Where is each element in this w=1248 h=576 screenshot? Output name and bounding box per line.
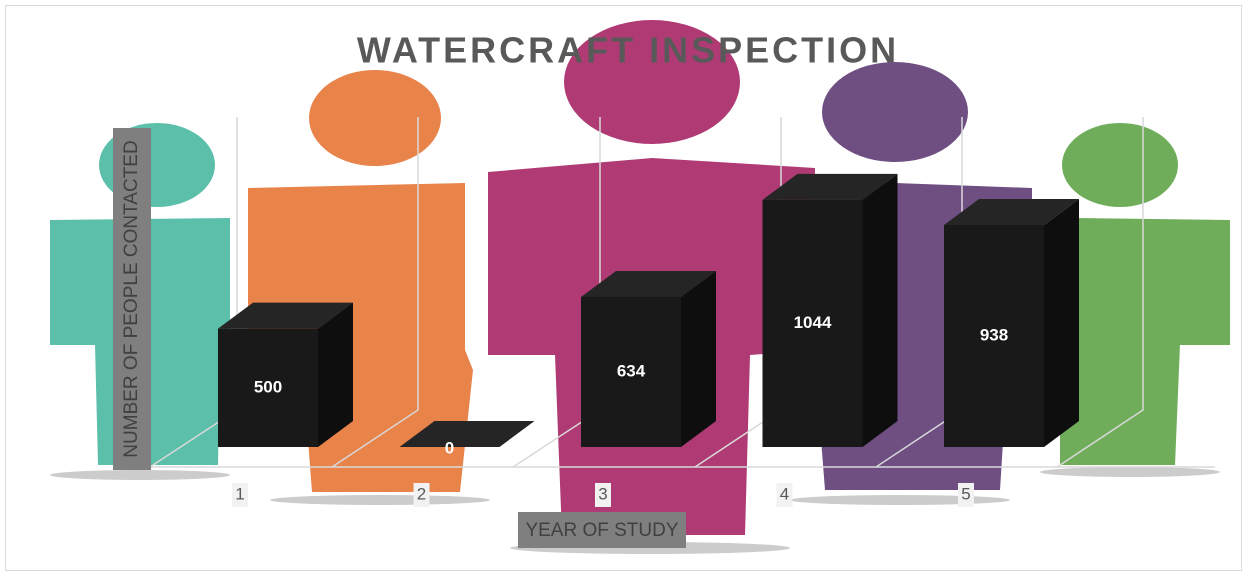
chart-title: WATERCRAFT INSPECTION <box>357 30 899 71</box>
x-axis-title: YEAR OF STUDY <box>525 520 678 541</box>
data-label: 938 <box>980 325 1008 344</box>
x-tick-label: 5 <box>961 484 970 503</box>
divider-line <box>1056 117 1144 468</box>
shadow <box>270 495 490 505</box>
data-label: 500 <box>254 377 282 396</box>
x-tick-box <box>958 483 974 507</box>
divider-line <box>331 117 419 468</box>
bar-side <box>681 270 716 447</box>
bar-top <box>399 421 535 447</box>
x-tick-label: 2 <box>417 484 426 503</box>
x-tick-label: 1 <box>235 484 244 503</box>
x-tick-label: 4 <box>780 484 789 503</box>
x-tick-box <box>413 483 430 507</box>
bar-top <box>218 302 353 329</box>
figure-head <box>309 70 441 166</box>
y-label-box <box>113 128 151 470</box>
figure-body <box>1060 218 1230 465</box>
x-label-box <box>518 512 686 548</box>
x-tick-box <box>232 483 248 507</box>
figure-head <box>1062 123 1178 207</box>
figure-head <box>564 20 740 144</box>
x-tick-box <box>595 483 611 507</box>
data-label: 0 <box>445 438 454 457</box>
bar-top <box>762 173 898 200</box>
bar-front <box>581 296 681 447</box>
shadow <box>790 495 1010 505</box>
bar-front <box>944 225 1044 447</box>
figure-body <box>248 183 473 492</box>
data-label: 1044 <box>794 313 832 332</box>
bar-side <box>862 173 898 448</box>
shadow <box>50 470 230 480</box>
bar-front <box>218 328 318 447</box>
bar-top <box>581 270 716 297</box>
bar-top <box>944 199 1079 226</box>
shadow <box>1040 467 1220 477</box>
x-tick-label: 3 <box>598 484 607 503</box>
bar-side <box>1044 199 1079 447</box>
bar-side <box>318 302 353 447</box>
data-label: 634 <box>617 361 646 380</box>
x-tick-box <box>776 483 793 507</box>
y-axis-title: NUMBER OF PEOPLE CONTACTED <box>121 140 142 457</box>
figure-head <box>822 62 968 162</box>
bar-front <box>762 199 863 447</box>
